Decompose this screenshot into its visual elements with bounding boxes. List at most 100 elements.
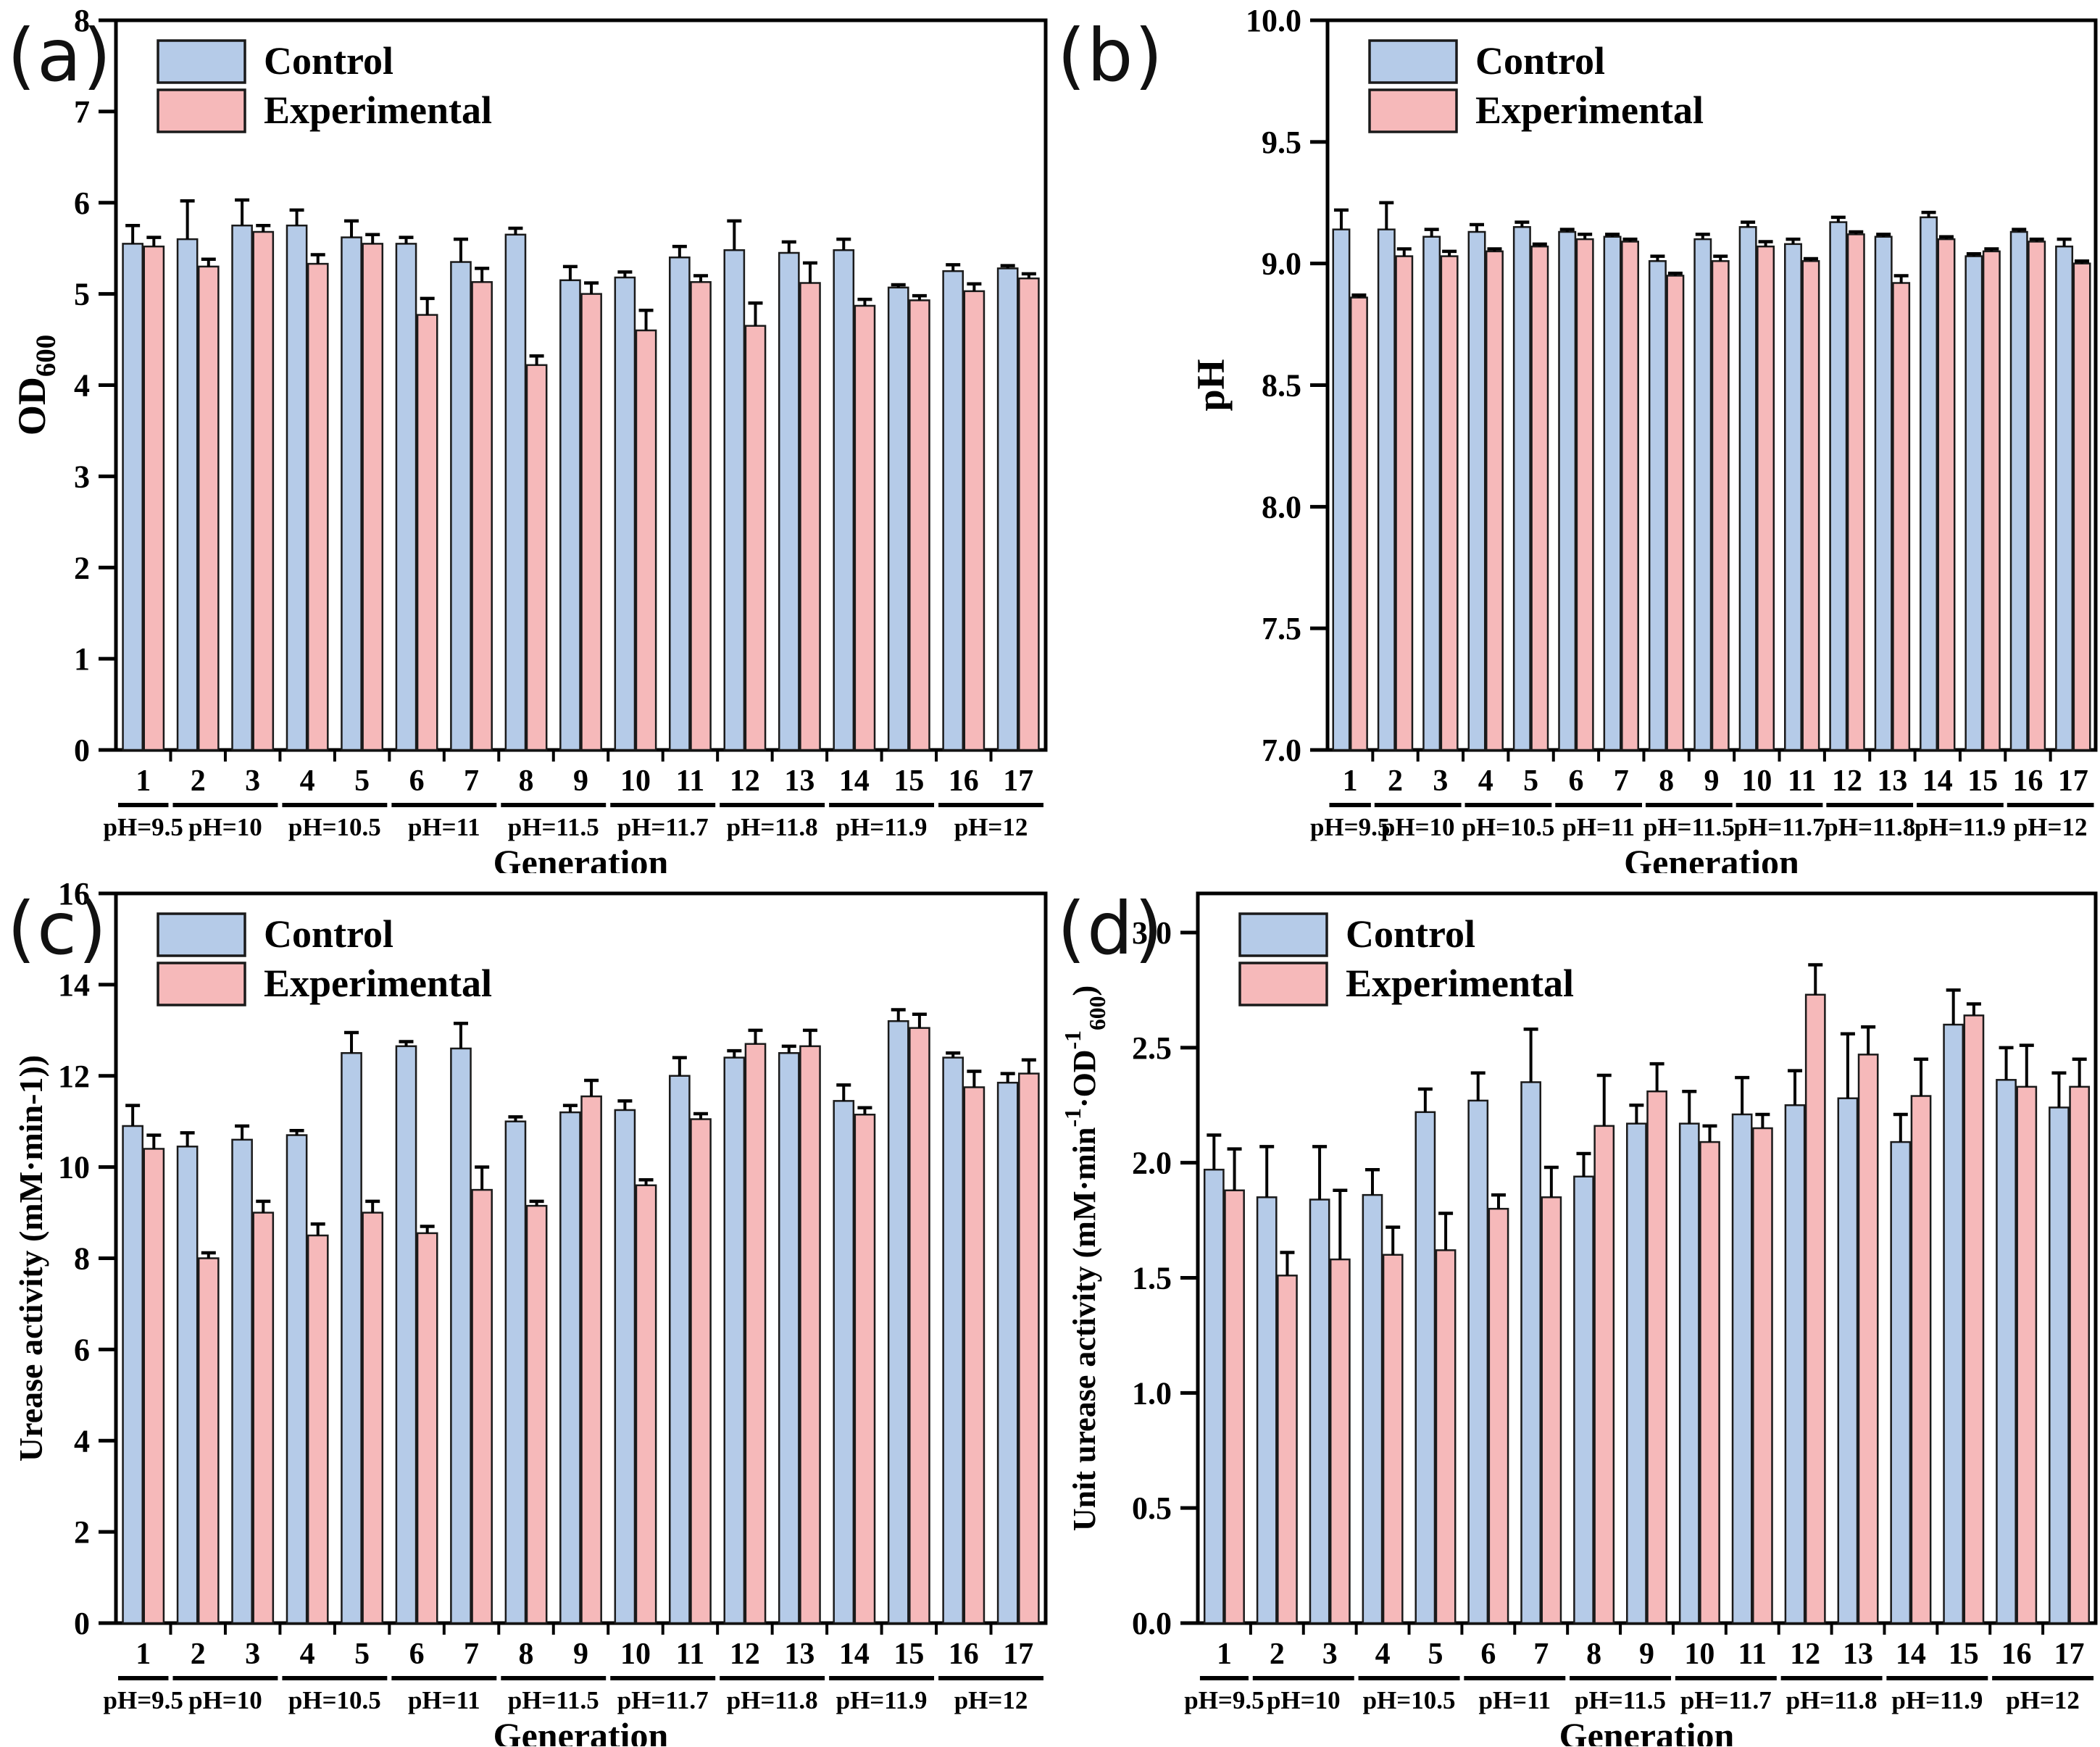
svg-text:3: 3 [1433, 764, 1448, 798]
svg-text:6: 6 [1480, 1638, 1496, 1671]
svg-text:7.0: 7.0 [1262, 733, 1301, 768]
svg-text:pH=10.5: pH=10.5 [288, 813, 381, 841]
svg-text:0.0: 0.0 [1132, 1606, 1172, 1641]
svg-text:16: 16 [949, 764, 979, 798]
svg-text:16: 16 [2012, 764, 2043, 798]
svg-text:Generation: Generation [493, 842, 669, 873]
svg-text:pH=11.7: pH=11.7 [1734, 813, 1825, 841]
svg-text:Unit urease activity (mM·min-1: Unit urease activity (mM·min-1·OD-1600) [1060, 985, 1110, 1531]
svg-text:8: 8 [519, 764, 534, 798]
panel-letter-d: (d) [1057, 886, 1164, 971]
svg-text:pH=11.8: pH=11.8 [727, 1686, 818, 1714]
svg-text:2: 2 [74, 1514, 90, 1550]
svg-text:16: 16 [58, 876, 90, 912]
panel-letter-b: (b) [1057, 13, 1164, 98]
svg-text:pH=11.8: pH=11.8 [1786, 1686, 1878, 1714]
svg-text:1: 1 [1343, 764, 1358, 798]
svg-text:pH=9.5: pH=9.5 [104, 1686, 183, 1714]
svg-text:Experimental: Experimental [1346, 962, 1574, 1005]
svg-text:0: 0 [74, 733, 90, 768]
svg-text:pH=10.5: pH=10.5 [288, 1686, 381, 1714]
svg-text:11: 11 [1738, 1638, 1767, 1671]
svg-text:17: 17 [1003, 764, 1033, 798]
svg-text:pH=10: pH=10 [1381, 813, 1455, 841]
svg-text:15: 15 [1967, 764, 1998, 798]
svg-text:8: 8 [1586, 1638, 1601, 1671]
svg-text:17: 17 [2054, 1638, 2085, 1671]
svg-text:13: 13 [1843, 1638, 1873, 1671]
panel-letter-a: (a) [7, 13, 113, 98]
svg-text:12: 12 [730, 764, 760, 798]
svg-text:8: 8 [74, 1241, 90, 1277]
svg-text:2: 2 [1270, 1638, 1285, 1671]
svg-text:6: 6 [74, 185, 90, 221]
svg-text:11: 11 [676, 764, 705, 798]
svg-text:15: 15 [1949, 1638, 1979, 1671]
svg-text:Control: Control [1475, 39, 1605, 83]
svg-text:2: 2 [74, 550, 90, 585]
svg-text:12: 12 [1832, 764, 1862, 798]
svg-text:13: 13 [784, 764, 814, 798]
svg-text:3: 3 [74, 459, 90, 494]
svg-text:pH=10.5: pH=10.5 [1363, 1686, 1456, 1714]
svg-text:Generation: Generation [1624, 842, 1799, 873]
svg-text:pH=11.8: pH=11.8 [727, 813, 818, 841]
panel-d: (d) 0.0 0.5 1.0 1.5 2.0 2.5 3.0 1 2 3 4 5 6 7 8 9 10 11 12… [1050, 873, 2100, 1746]
svg-text:14: 14 [839, 1638, 870, 1671]
svg-text:pH=11.8: pH=11.8 [1824, 813, 1915, 841]
svg-text:9: 9 [573, 1638, 588, 1671]
svg-text:7: 7 [464, 764, 479, 798]
svg-text:10: 10 [620, 1638, 651, 1671]
svg-text:9.0: 9.0 [1262, 246, 1301, 282]
svg-text:8: 8 [519, 1638, 534, 1671]
svg-text:Urease activity (mM·min-1)): Urease activity (mM·min-1)) [12, 1055, 49, 1462]
svg-text:3: 3 [1322, 1638, 1338, 1671]
svg-text:2: 2 [1388, 764, 1403, 798]
svg-text:13: 13 [1877, 764, 1907, 798]
svg-text:14: 14 [58, 967, 90, 1003]
svg-text:0.5: 0.5 [1132, 1490, 1172, 1526]
svg-text:7: 7 [74, 94, 90, 130]
svg-text:15: 15 [893, 1638, 924, 1671]
svg-text:1: 1 [74, 641, 90, 677]
svg-text:pH: pH [1189, 359, 1233, 411]
svg-text:Experimental: Experimental [264, 962, 492, 1005]
svg-text:17: 17 [2058, 764, 2088, 798]
svg-text:pH=10: pH=10 [188, 813, 262, 841]
panel-b: (b) 7.0 7.5 8.0 8.5 9.0 9.5 10.0 1 2 3 4 5 6 7 8 9 10 11 1… [1050, 0, 2100, 873]
svg-text:pH=11.5: pH=11.5 [1643, 813, 1735, 841]
svg-text:16: 16 [949, 1638, 979, 1671]
svg-text:pH=12: pH=12 [954, 1686, 1028, 1714]
svg-text:8.0: 8.0 [1262, 489, 1301, 525]
svg-text:Generation: Generation [1559, 1715, 1735, 1746]
svg-text:0: 0 [74, 1606, 90, 1641]
svg-text:10: 10 [58, 1150, 90, 1185]
svg-text:3: 3 [245, 764, 260, 798]
svg-text:pH=11: pH=11 [1562, 813, 1635, 841]
svg-text:Control: Control [264, 912, 393, 956]
svg-text:4: 4 [300, 1638, 315, 1671]
svg-text:5: 5 [354, 1638, 370, 1671]
svg-text:Experimental: Experimental [264, 88, 492, 132]
svg-text:pH=9.5: pH=9.5 [1310, 813, 1390, 841]
svg-text:pH=11.5: pH=11.5 [508, 813, 599, 841]
chart-d: 0.00.51.01.52.02.53.01 2 3 4 5 6 7 8 9 10 11 12 13 14… [1060, 891, 2098, 1746]
svg-text:pH=11.7: pH=11.7 [1680, 1686, 1772, 1714]
svg-text:5: 5 [74, 277, 90, 312]
svg-text:8: 8 [1659, 764, 1674, 798]
svg-text:5: 5 [1428, 1638, 1443, 1671]
svg-text:6: 6 [1568, 764, 1583, 798]
svg-text:12: 12 [1790, 1638, 1820, 1671]
svg-text:3: 3 [245, 1638, 260, 1671]
svg-text:5: 5 [1523, 764, 1538, 798]
svg-text:9.5: 9.5 [1262, 125, 1301, 160]
svg-text:pH=9.5: pH=9.5 [104, 813, 183, 841]
svg-text:13: 13 [784, 1638, 814, 1671]
svg-text:pH=11: pH=11 [1478, 1686, 1551, 1714]
svg-text:12: 12 [730, 1638, 760, 1671]
svg-text:OD600: OD600 [10, 335, 62, 435]
svg-text:Experimental: Experimental [1475, 88, 1704, 132]
svg-text:10.0: 10.0 [1246, 3, 1301, 38]
